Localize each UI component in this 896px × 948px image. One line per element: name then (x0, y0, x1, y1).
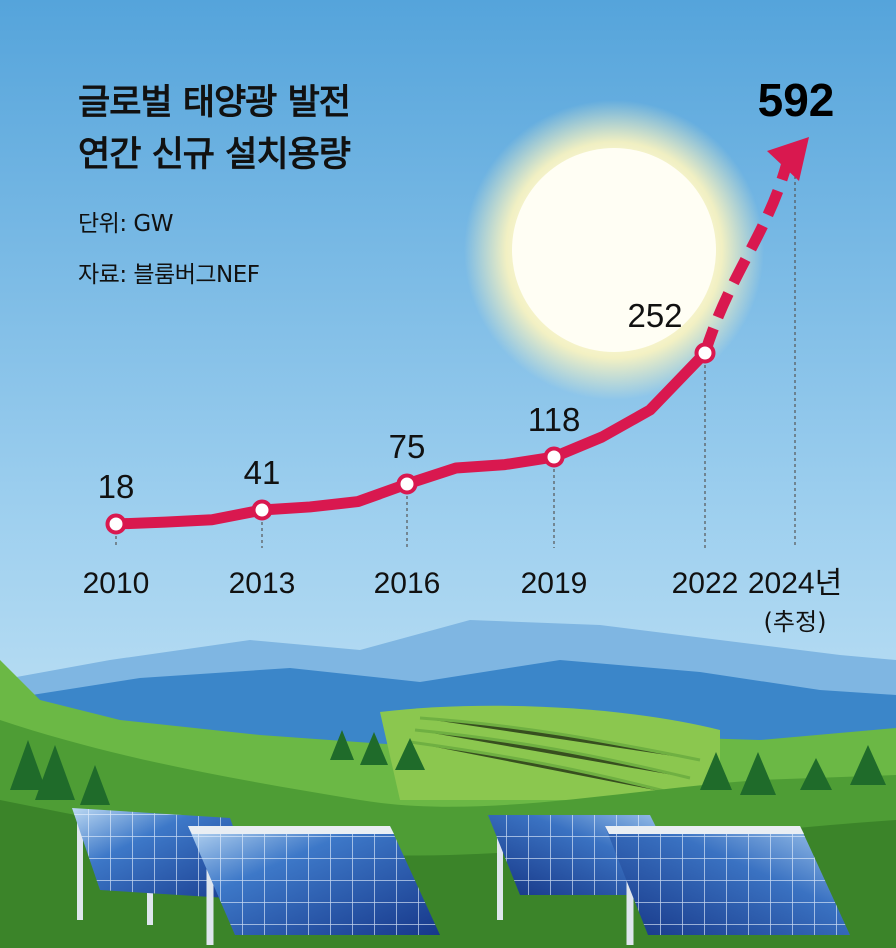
x-tick-5: 2024년 (748, 567, 842, 600)
value-label-2016: 75 (389, 428, 426, 465)
solar-panel-right-front (605, 826, 850, 945)
value-label-2010: 18 (98, 468, 135, 505)
sun (512, 148, 716, 352)
chart-title-line1: 글로벌 태양광 발전 (78, 83, 351, 123)
projection-arrowhead (767, 137, 809, 181)
value-label-2013: 41 (244, 454, 281, 491)
value-label-2024: 592 (758, 74, 835, 126)
x-tick-0: 2010 (83, 567, 150, 600)
chart-markers (105, 342, 716, 535)
x-tick-1: 2013 (229, 567, 296, 600)
chart-labels: 18 41 75 118 252 592 2010 2013 2016 2019 2022 2024년… (83, 74, 843, 636)
chart-title-line2: 연간 신규 설치용량 (78, 135, 351, 175)
value-label-2019: 118 (528, 401, 581, 438)
chart-guides (115, 170, 796, 548)
data-point-2013 (251, 499, 273, 521)
unit-label: 단위: GW (78, 211, 173, 237)
farmland-rows (409, 716, 701, 797)
data-point-2010 (105, 513, 127, 535)
data-point-2016 (396, 473, 418, 495)
data-point-2022 (694, 342, 716, 364)
data-point-2019 (543, 446, 565, 468)
value-label-2022: 252 (627, 297, 682, 334)
source-label: 자료: 블룸버그NEF (78, 262, 260, 288)
solar-panel-left-front (188, 826, 440, 945)
x-tick-sub-5: (추정) (764, 608, 827, 636)
x-tick-4: 2022 (672, 567, 739, 600)
x-tick-3: 2019 (521, 567, 588, 600)
x-tick-2: 2016 (374, 567, 441, 600)
solar-panels (72, 808, 850, 945)
tree-line (10, 730, 886, 805)
